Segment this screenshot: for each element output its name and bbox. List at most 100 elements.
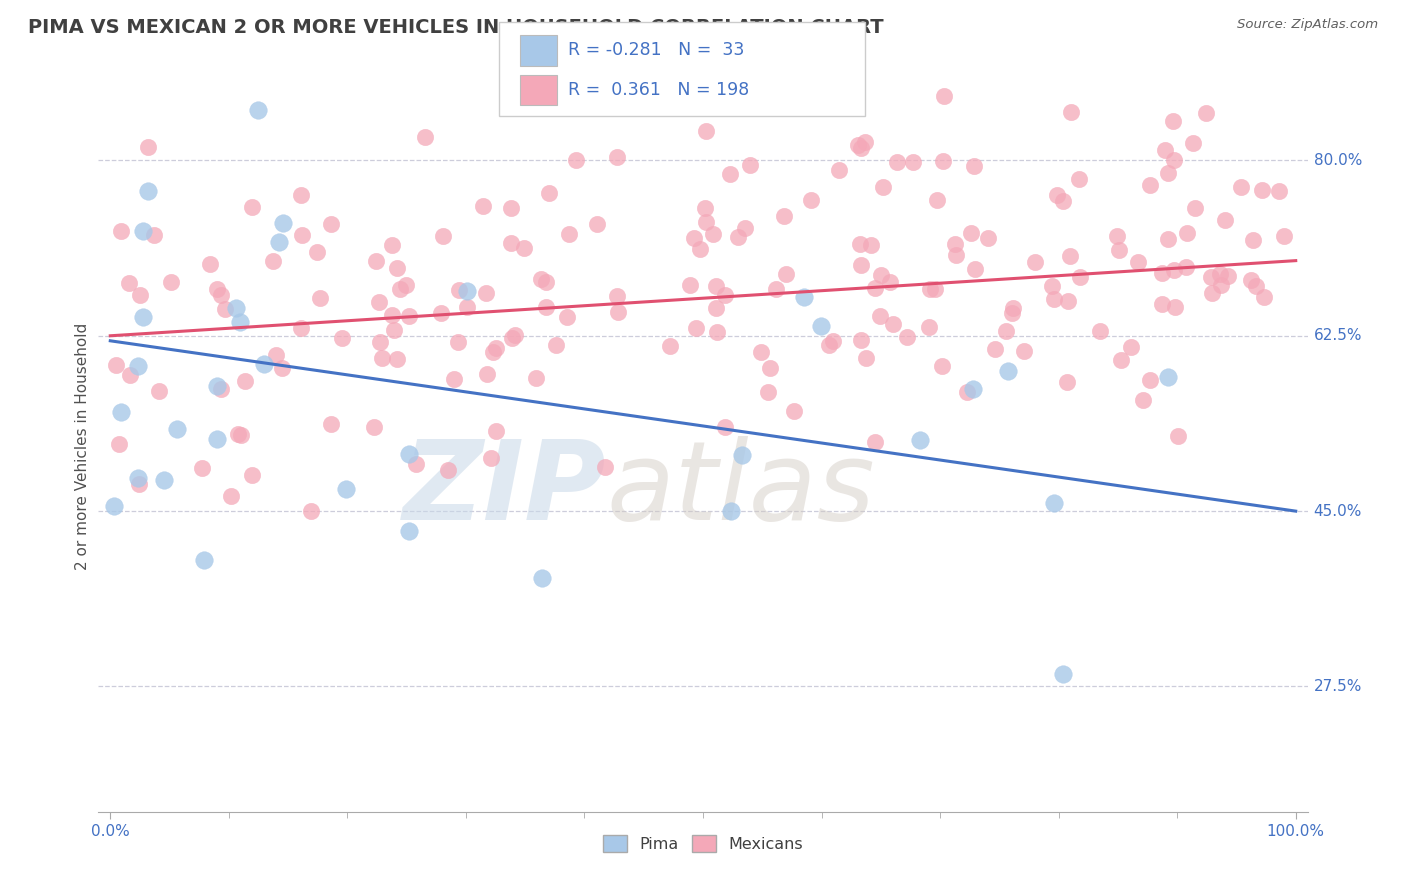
Point: [1201, 286, 1223, 301]
Point: [994, 324, 1017, 338]
Point: [136, 140, 159, 154]
Point: [107, 437, 129, 451]
Point: [1167, 429, 1189, 443]
Point: [606, 305, 628, 319]
Point: [558, 227, 581, 241]
Point: [110, 405, 132, 419]
Point: [1042, 292, 1064, 306]
Point: [363, 420, 385, 434]
Point: [131, 310, 153, 324]
Point: [1090, 324, 1112, 338]
Point: [271, 216, 294, 230]
Point: [1150, 297, 1173, 311]
Point: [965, 262, 987, 277]
Point: [896, 330, 918, 344]
Point: [544, 338, 567, 352]
Text: ZIP: ZIP: [402, 436, 606, 543]
Point: [485, 341, 508, 355]
Point: [931, 359, 953, 374]
Point: [398, 447, 420, 461]
Point: [229, 427, 252, 442]
Point: [501, 331, 523, 345]
Point: [482, 345, 505, 359]
Point: [738, 158, 761, 172]
Point: [526, 371, 548, 385]
Point: [775, 268, 797, 282]
Point: [1059, 104, 1081, 119]
Point: [240, 467, 263, 482]
Point: [932, 89, 955, 103]
Text: 80.0%: 80.0%: [1313, 153, 1362, 168]
Point: [962, 159, 984, 173]
Point: [565, 153, 588, 168]
Point: [706, 279, 728, 293]
Point: [129, 287, 152, 301]
Point: [555, 310, 578, 324]
Point: [1164, 300, 1187, 314]
Point: [499, 201, 522, 215]
Point: [198, 257, 221, 271]
Point: [1042, 279, 1064, 293]
Point: [1244, 279, 1267, 293]
Point: [713, 420, 735, 434]
Point: [229, 315, 252, 329]
Point: [485, 424, 508, 438]
Text: Source: ZipAtlas.com: Source: ZipAtlas.com: [1237, 18, 1378, 31]
Point: [1184, 201, 1206, 215]
Point: [398, 524, 420, 538]
Point: [810, 319, 832, 334]
Point: [1251, 183, 1274, 197]
Point: [693, 201, 716, 215]
Point: [405, 457, 427, 471]
Point: [1024, 255, 1046, 269]
Point: [1213, 212, 1236, 227]
Point: [1043, 496, 1066, 510]
Point: [367, 294, 389, 309]
Point: [233, 374, 256, 388]
Point: [1139, 373, 1161, 387]
Point: [499, 236, 522, 251]
Point: [388, 282, 411, 296]
Point: [209, 288, 232, 302]
Point: [148, 384, 170, 399]
Point: [925, 193, 948, 207]
Point: [475, 286, 498, 301]
Point: [513, 241, 536, 255]
Point: [956, 384, 979, 399]
Point: [702, 227, 724, 241]
Point: [606, 149, 628, 163]
Point: [103, 499, 125, 513]
Point: [370, 351, 392, 365]
Point: [166, 421, 188, 435]
Point: [865, 435, 887, 450]
Point: [997, 364, 1019, 378]
Point: [143, 228, 166, 243]
Point: [1195, 106, 1218, 120]
Point: [253, 357, 276, 371]
Point: [903, 155, 925, 169]
Point: [683, 231, 706, 245]
Point: [793, 290, 815, 304]
Point: [1059, 250, 1081, 264]
Text: 45.0%: 45.0%: [1313, 504, 1362, 518]
Point: [860, 237, 883, 252]
Point: [1056, 376, 1078, 390]
Point: [932, 153, 955, 168]
Point: [290, 187, 312, 202]
Point: [247, 103, 270, 118]
Point: [886, 154, 908, 169]
Point: [291, 228, 314, 243]
Legend: Pima, Mexicans: Pima, Mexicans: [596, 829, 810, 859]
Point: [821, 334, 844, 349]
Point: [209, 383, 232, 397]
Point: [848, 137, 870, 152]
Point: [585, 217, 607, 231]
Point: [226, 427, 249, 442]
Point: [1230, 179, 1253, 194]
Point: [924, 282, 946, 296]
Point: [1163, 262, 1185, 277]
Point: [758, 385, 780, 400]
Point: [765, 282, 787, 296]
Point: [456, 300, 478, 314]
Point: [335, 483, 357, 497]
